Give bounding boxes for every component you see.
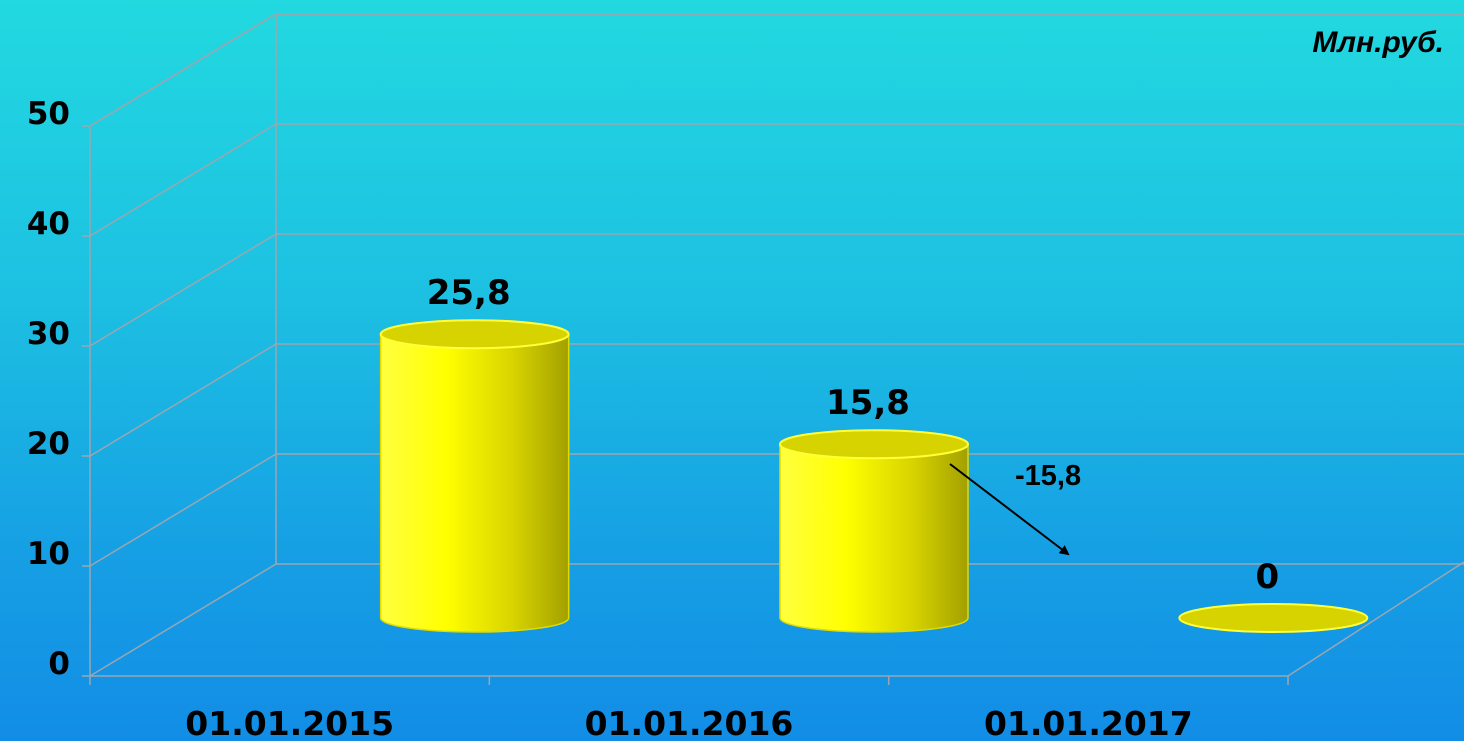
y-tick-label: 40	[27, 206, 70, 242]
cylinder-body	[379, 334, 570, 633]
y-tick-label: 30	[27, 316, 70, 352]
bar-01.01.2015	[379, 319, 570, 633]
change-arrow	[949, 463, 1070, 556]
cylinder-top	[779, 429, 969, 460]
x-tick-label: 01.01.2015	[185, 704, 394, 741]
y-tick-label: 10	[27, 536, 70, 572]
data-label: 15,8	[826, 383, 910, 423]
gridline-side	[89, 13, 277, 127]
x-axis-ticks: 01.01.2015 01.01.2016 01.01.2017	[89, 676, 1289, 741]
gridline-side	[89, 343, 277, 457]
data-label: 25,8	[427, 273, 511, 313]
gridline-side	[89, 563, 277, 677]
cylinder-top	[379, 319, 570, 350]
gridline-side	[89, 453, 277, 567]
data-labels: 25,8 15,8 0	[427, 273, 1279, 597]
bar-01.01.2017	[1178, 603, 1369, 633]
x-tick-label: 01.01.2016	[585, 704, 794, 741]
cylinder-top	[1178, 603, 1369, 633]
bar-01.01.2016	[779, 429, 969, 633]
y-axis-ticks: 0 10 20 30 40 50	[27, 96, 90, 682]
gridline-side	[89, 233, 277, 347]
change-annotation: -15,8	[1015, 460, 1081, 492]
bars	[379, 319, 1369, 633]
floor-right-edge	[1287, 561, 1464, 677]
y-tick-label: 20	[27, 426, 70, 462]
y-tick-label: 0	[48, 646, 70, 682]
y-tick-label: 50	[27, 96, 70, 132]
x-tick-label: 01.01.2017	[984, 704, 1193, 741]
cylinder-body	[779, 444, 969, 633]
gridline-side	[89, 123, 277, 237]
unit-label: Млн.руб.	[1312, 26, 1444, 59]
data-label: 0	[1255, 557, 1279, 597]
